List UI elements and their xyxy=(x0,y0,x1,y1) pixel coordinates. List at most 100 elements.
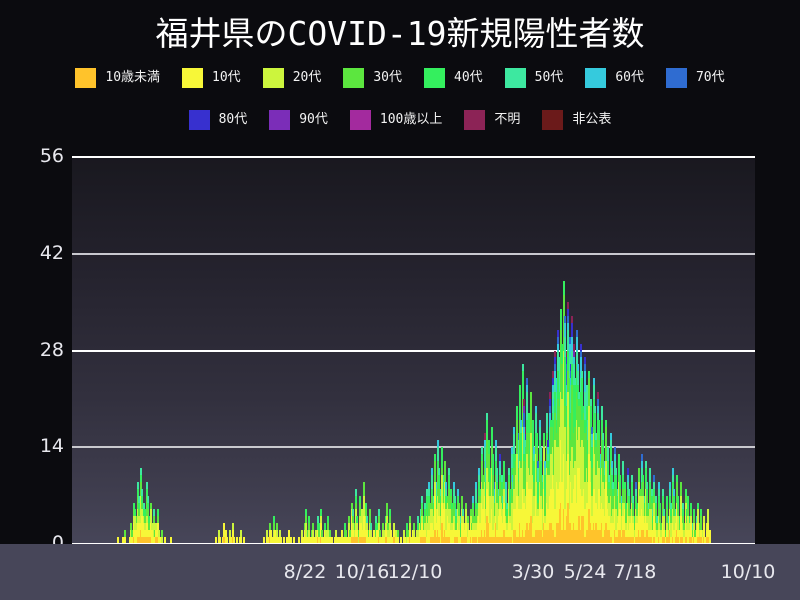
bar-column[interactable] xyxy=(223,523,225,544)
bar-column[interactable] xyxy=(513,426,515,544)
bar-column[interactable] xyxy=(537,461,539,544)
bar-column[interactable] xyxy=(602,433,604,544)
bar-column[interactable] xyxy=(370,523,372,544)
bar-column[interactable] xyxy=(122,537,124,544)
bar-column[interactable] xyxy=(489,468,491,544)
bar-column[interactable] xyxy=(530,391,532,544)
bar-column[interactable] xyxy=(387,523,389,544)
bar-column[interactable] xyxy=(164,537,166,544)
bar-column[interactable] xyxy=(670,502,672,544)
bar-column[interactable] xyxy=(230,537,232,544)
bar-column[interactable] xyxy=(441,447,443,544)
bar-column[interactable] xyxy=(445,481,447,544)
legend-item-30代[interactable]: 30代 xyxy=(343,68,402,88)
bar-column[interactable] xyxy=(417,516,419,544)
bar-column[interactable] xyxy=(151,523,153,544)
bar-column[interactable] xyxy=(215,537,217,544)
bar-column[interactable] xyxy=(286,537,288,544)
bar-column[interactable] xyxy=(653,474,655,544)
bar-column[interactable] xyxy=(506,502,508,544)
bar-column[interactable] xyxy=(636,502,638,544)
bar-column[interactable] xyxy=(448,468,450,544)
bar-column[interactable] xyxy=(656,516,658,544)
bar-column[interactable] xyxy=(305,509,307,544)
bar-column[interactable] xyxy=(472,495,474,544)
bar-column[interactable] xyxy=(280,537,282,544)
legend-item-10歳未満[interactable]: 10歳未満 xyxy=(75,68,160,88)
bar-column[interactable] xyxy=(479,488,481,544)
bar-column[interactable] xyxy=(308,516,310,544)
bar-column[interactable] xyxy=(376,523,378,544)
bar-column[interactable] xyxy=(414,537,416,544)
bar-column[interactable] xyxy=(595,433,597,544)
bar-column[interactable] xyxy=(170,537,172,544)
bar-column[interactable] xyxy=(138,495,140,544)
bar-column[interactable] xyxy=(158,530,160,544)
bar-column[interactable] xyxy=(709,530,711,544)
bar-column[interactable] xyxy=(277,537,279,544)
bar-column[interactable] xyxy=(236,537,238,544)
bar-column[interactable] xyxy=(666,495,668,544)
bar-column[interactable] xyxy=(380,537,382,544)
bar-column[interactable] xyxy=(574,378,576,544)
bar-column[interactable] xyxy=(335,530,337,544)
bar-column[interactable] xyxy=(161,530,163,544)
bar-column[interactable] xyxy=(424,502,426,544)
bar-column[interactable] xyxy=(421,495,423,544)
bar-column[interactable] xyxy=(346,537,348,544)
legend-item-50代[interactable]: 50代 xyxy=(504,68,563,88)
bar-column[interactable] xyxy=(263,537,265,544)
bar-column[interactable] xyxy=(561,343,563,544)
bar-column[interactable] xyxy=(325,530,327,544)
bar-column[interactable] xyxy=(642,474,644,544)
bar-column[interactable] xyxy=(290,537,292,544)
legend-item-90代[interactable]: 90代 xyxy=(269,110,328,130)
bar-column[interactable] xyxy=(288,530,290,544)
bar-column[interactable] xyxy=(660,523,662,544)
bar-column[interactable] xyxy=(516,405,518,544)
bar-column[interactable] xyxy=(557,329,559,544)
bar-column[interactable] xyxy=(144,509,146,544)
bar-column[interactable] xyxy=(407,530,409,544)
legend-item-40代[interactable]: 40代 xyxy=(424,68,483,88)
bar-column[interactable] xyxy=(547,440,549,544)
bar-column[interactable] xyxy=(639,488,641,544)
bar-column[interactable] xyxy=(482,474,484,544)
bar-column[interactable] xyxy=(267,537,269,544)
bar-column[interactable] xyxy=(503,461,505,544)
bar-column[interactable] xyxy=(612,481,614,544)
bar-column[interactable] xyxy=(359,495,361,544)
bar-column[interactable] xyxy=(468,530,470,544)
bar-column[interactable] xyxy=(619,474,621,544)
bar-column[interactable] xyxy=(598,419,600,544)
bar-column[interactable] xyxy=(496,468,498,544)
bar-column[interactable] xyxy=(625,502,627,544)
bar-column[interactable] xyxy=(404,537,406,544)
bar-column[interactable] xyxy=(352,509,354,544)
bar-column[interactable] xyxy=(271,537,273,544)
legend-item-10代[interactable]: 10代 xyxy=(182,68,241,88)
bar-column[interactable] xyxy=(322,537,324,544)
bar-column[interactable] xyxy=(704,537,706,544)
bar-column[interactable] xyxy=(673,488,675,544)
bar-column[interactable] xyxy=(455,509,457,544)
bar-column[interactable] xyxy=(390,530,392,544)
bar-column[interactable] xyxy=(431,468,433,544)
bar-column[interactable] xyxy=(700,509,702,544)
bar-column[interactable] xyxy=(649,468,651,544)
bar-column[interactable] xyxy=(663,509,665,544)
bar-column[interactable] xyxy=(615,468,617,544)
legend-item-20代[interactable]: 20代 xyxy=(262,68,321,88)
bar-column[interactable] xyxy=(451,502,453,544)
legend-item-不明[interactable]: 不明 xyxy=(464,110,520,130)
bar-column[interactable] xyxy=(564,316,566,544)
bar-column[interactable] xyxy=(608,474,610,544)
bar-column[interactable] xyxy=(520,419,522,544)
bar-column[interactable] xyxy=(219,537,221,544)
bar-column[interactable] xyxy=(434,454,436,544)
bar-column[interactable] xyxy=(475,481,477,544)
bar-column[interactable] xyxy=(523,398,525,544)
bar-column[interactable] xyxy=(329,530,331,544)
bar-column[interactable] xyxy=(134,509,136,544)
bar-column[interactable] xyxy=(646,481,648,544)
